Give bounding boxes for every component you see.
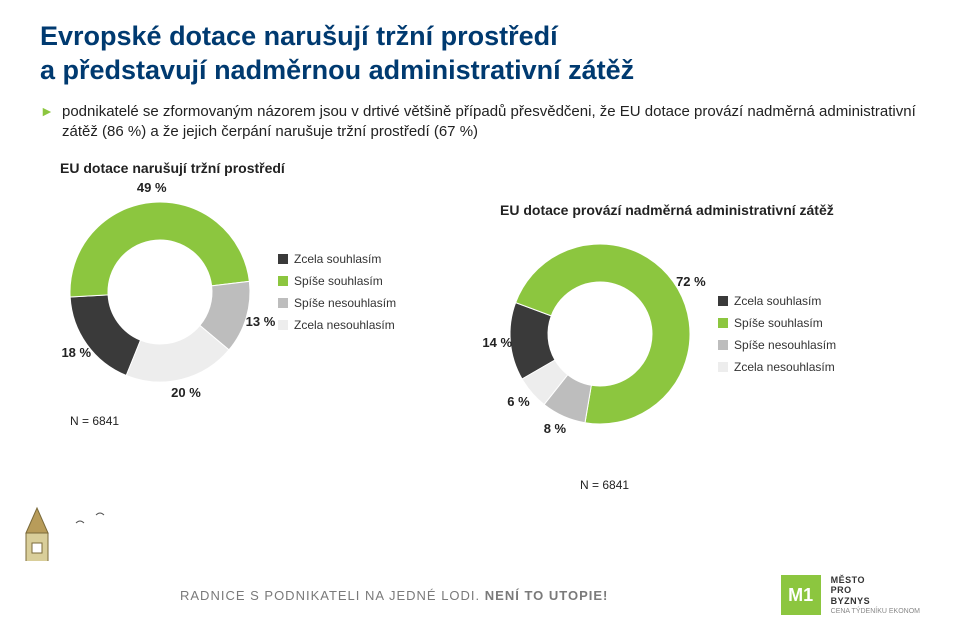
legend-label: Spíše nesouhlasím [734,338,836,352]
logo-symbol: M1 [781,575,821,615]
chart2-donut: 14 %72 %8 %6 % [500,234,700,434]
legend-swatch [718,296,728,306]
chart2-block: EU dotace provází nadměrná administrativ… [500,160,900,492]
legend-swatch [278,276,288,286]
chart1-donut: 18 %49 %13 %20 % [60,192,260,392]
legend-swatch [718,362,728,372]
legend-label: Zcela souhlasím [294,252,381,266]
chart2-n: N = 6841 [580,478,900,492]
legend-label: Zcela nesouhlasím [734,360,835,374]
legend-label: Zcela souhlasím [734,294,821,308]
legend-item: Spíše souhlasím [718,316,836,330]
charts-row: EU dotace narušují tržní prostředí 18 %4… [40,160,920,492]
legend-label: Spíše souhlasím [294,274,383,288]
legend-swatch [278,320,288,330]
legend-label: Spíše nesouhlasím [294,296,396,310]
legend-item: Spíše nesouhlasím [718,338,836,352]
logo-text: MĚSTOPROBYZNYS [831,575,920,606]
legend-swatch [718,340,728,350]
chart2-legend: Zcela souhlasím Spíše souhlasím Spíše neso… [718,294,836,374]
donut-slice [70,295,140,376]
bullet-item: podnikatelé se zformovaným názorem jsou … [40,102,920,143]
legend-item: Zcela nesouhlasím [278,318,396,332]
bullet-list: podnikatelé se zformovaným názorem jsou … [40,102,920,143]
chart1-title: EU dotace narušují tržní prostředí [60,160,460,176]
legend-item: Spíše nesouhlasím [278,296,396,310]
legend-item: Zcela nesouhlasím [718,360,836,374]
legend-item: Zcela souhlasím [278,252,396,266]
title-line1: Evropské dotace narušují tržní prostředí [40,21,558,51]
tagline-bold: NENÍ TO UTOPIE! [485,588,609,603]
donut-slice [70,202,249,297]
chart1-legend: Zcela souhlasím Spíše souhlasím Spíše neso… [278,252,396,332]
tagline-main: RADNICE S PODNIKATELI NA JEDNÉ LODI. [180,588,480,603]
title-line2: a představují nadměrnou administrativní … [40,55,634,85]
legend-item: Spíše souhlasím [278,274,396,288]
legend-item: Zcela souhlasím [718,294,836,308]
logo-subtext: CENA TÝDENÍKU EKONOM [831,608,920,615]
legend-swatch [278,298,288,308]
footer: RADNICE S PODNIKATELI NA JEDNÉ LODI. NEN… [0,561,960,635]
chart2-title: EU dotace provází nadměrná administrativ… [500,202,900,218]
chart1-n: N = 6841 [70,414,460,428]
page-title: Evropské dotace narušují tržní prostředí… [40,20,920,88]
footer-logo: M1 MĚSTOPROBYZNYS CENA TÝDENÍKU EKONOM [781,575,920,615]
legend-label: Zcela nesouhlasím [294,318,395,332]
chart1-block: EU dotace narušují tržní prostředí 18 %4… [60,160,460,492]
legend-swatch [718,318,728,328]
legend-swatch [278,254,288,264]
legend-label: Spíše souhlasím [734,316,823,330]
footer-tagline: RADNICE S PODNIKATELI NA JEDNÉ LODI. NEN… [180,588,608,603]
